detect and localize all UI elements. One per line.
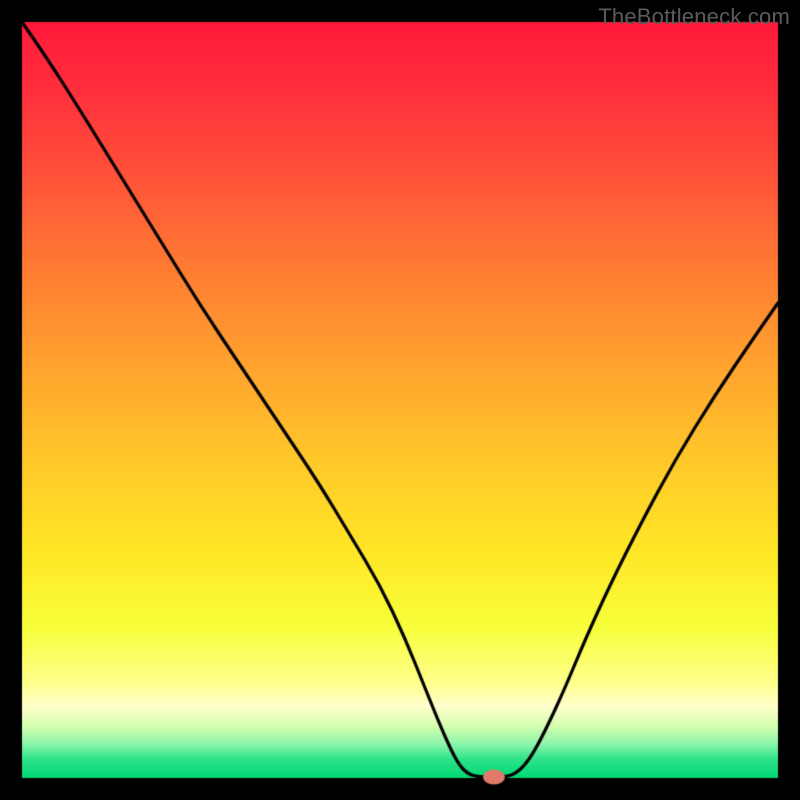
chart-stage: TheBottleneck.com (0, 0, 800, 800)
watermark-text: TheBottleneck.com (598, 4, 790, 30)
bottleneck-chart-canvas (0, 0, 800, 800)
